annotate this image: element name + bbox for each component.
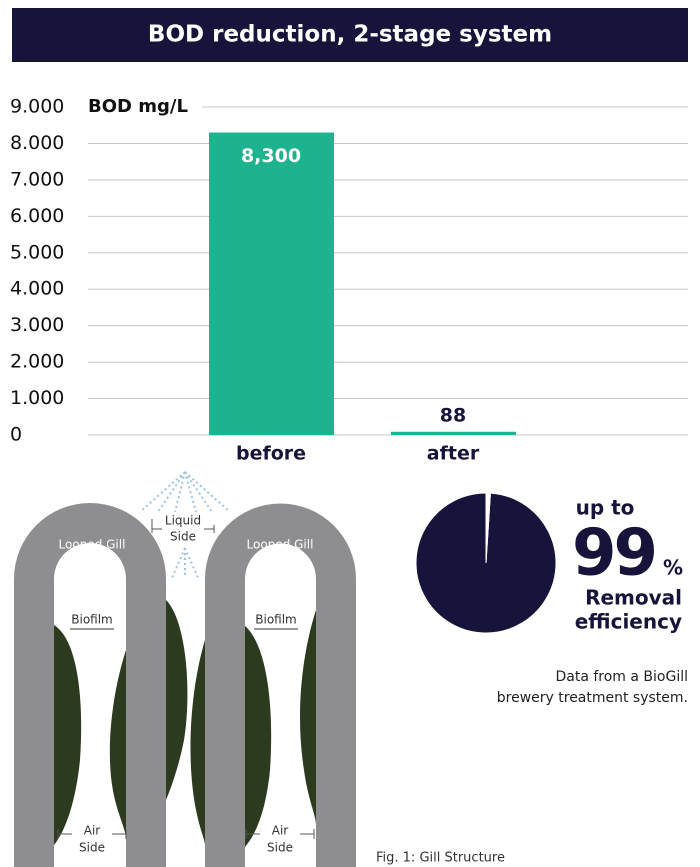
label: Air [84, 824, 101, 838]
y-tick-label: 5.000 [10, 241, 64, 263]
bracket [57, 829, 127, 839]
y-tick-label: 4.000 [10, 278, 64, 300]
unit: % [663, 556, 683, 580]
x-tick-label: before [236, 443, 306, 465]
y-tick-label: 8.000 [10, 132, 64, 154]
value-label: 8,300 [241, 145, 301, 167]
label: Looped Gill [59, 538, 126, 552]
caption: efficiency [575, 610, 682, 634]
label: Side [79, 841, 105, 855]
y-tick-label: 2.000 [10, 351, 64, 373]
pie-slice [485, 492, 491, 564]
figure-caption: Fig. 1: Gill Structure [376, 851, 505, 866]
y-axis-label: BOD mg/L [88, 96, 188, 117]
label: Side [267, 841, 293, 855]
bar [209, 132, 334, 435]
label-bg [84, 95, 202, 119]
x-tick-label: after [427, 443, 480, 465]
spray-lines [139, 471, 231, 579]
y-tick-label: 3.000 [10, 314, 64, 336]
bracket [245, 829, 315, 839]
value-label: 88 [440, 404, 466, 426]
label: Liquid [165, 514, 201, 528]
chart-title: BOD reduction, 2-stage system [148, 22, 552, 48]
y-tick-label: 6.000 [10, 205, 64, 227]
value-label: 99 [572, 517, 655, 591]
label: Biofilm [71, 613, 113, 627]
label: Air [272, 824, 289, 838]
header-bar [12, 8, 688, 62]
prefix: up to [576, 496, 635, 520]
label: Looped Gill [247, 538, 314, 552]
label: Biofilm [255, 613, 297, 627]
y-tick-label: 7.000 [10, 168, 64, 190]
y-tick-label: 9.000 [10, 96, 64, 118]
y-tick-label: 1.000 [10, 387, 64, 409]
bracket [151, 519, 215, 533]
bar [391, 431, 516, 435]
caption: Removal [585, 586, 682, 610]
y-tick-label: 0 [10, 424, 22, 446]
gill-diagram: Liquid Side Looped Gill Looped Gill Biof… [14, 471, 505, 867]
looped-gill [14, 503, 166, 867]
note: Data from a BioGill [555, 669, 688, 685]
looped-gill [205, 503, 356, 867]
note: brewery treatment system. [497, 690, 688, 706]
bar-chart: 0 1.000 2.000 3.000 4.000 5.000 6.000 7.000 8.00… [10, 95, 688, 465]
biofilm-growth [54, 600, 316, 848]
label: Side [170, 530, 196, 544]
